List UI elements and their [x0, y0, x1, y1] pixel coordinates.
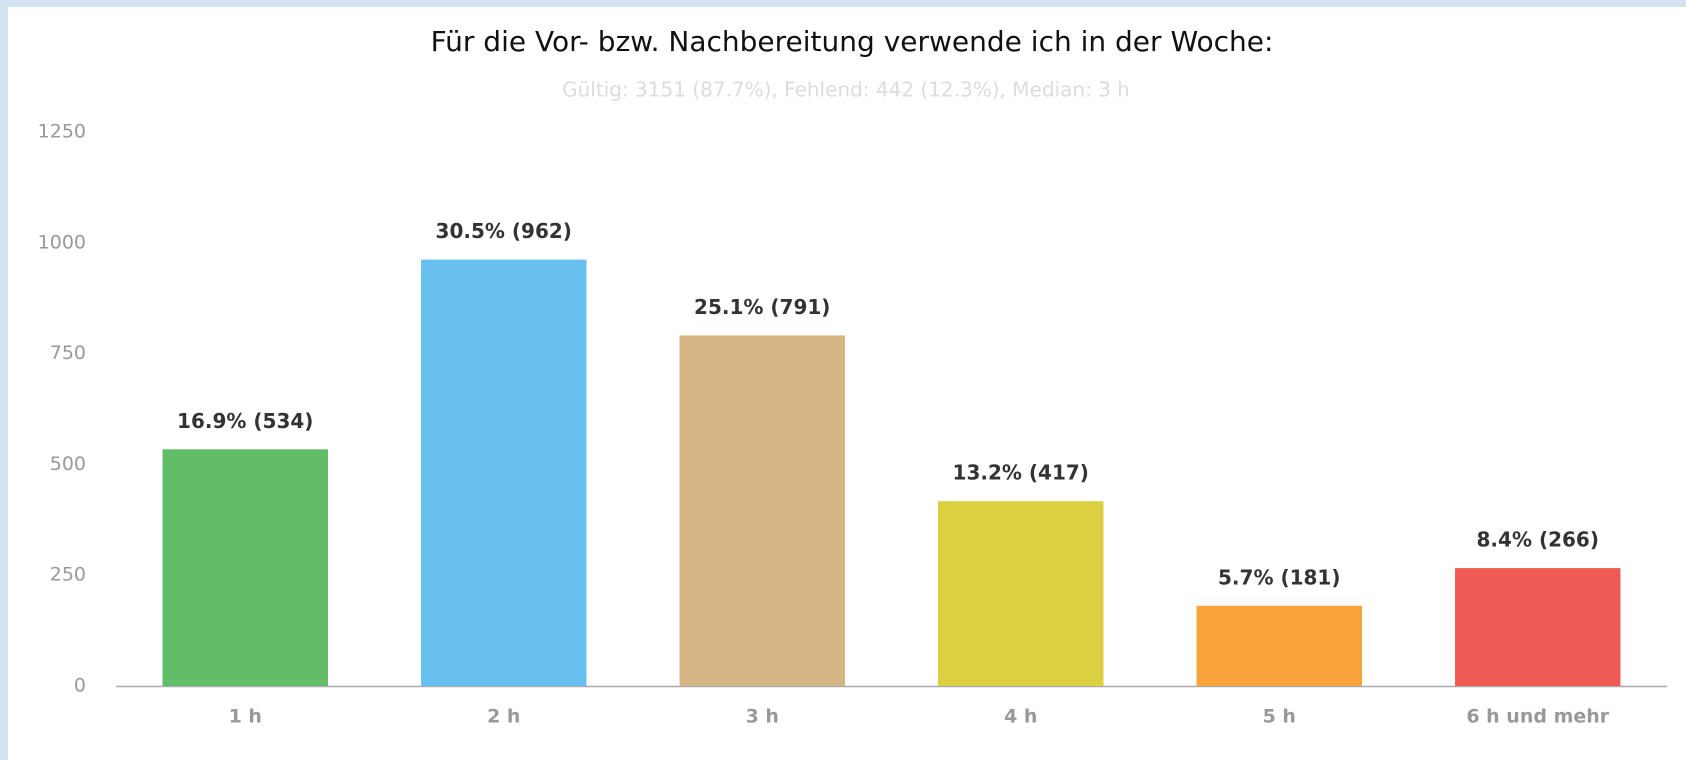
y-tick-label: 750	[50, 342, 86, 364]
x-tick-label: 4 h	[1004, 706, 1037, 728]
data-label: 25.1% (791)	[694, 295, 830, 319]
data-label: 30.5% (962)	[436, 219, 572, 243]
bar	[1196, 605, 1362, 686]
bar	[1455, 568, 1621, 686]
data-label: 5.7% (181)	[1218, 565, 1340, 589]
y-tick-label: 1000	[38, 231, 86, 253]
chart-title: Für die Vor- bzw. Nachbereitung verwende…	[431, 25, 1274, 58]
x-tick-label: 5 h	[1263, 706, 1296, 728]
data-label: 8.4% (266)	[1477, 528, 1599, 552]
x-tick-label: 6 h und mehr	[1466, 706, 1609, 728]
y-tick-label: 1250	[38, 121, 86, 143]
y-tick-label: 0	[74, 675, 86, 697]
data-label: 16.9% (534)	[177, 409, 313, 433]
x-tick-label: 3 h	[746, 706, 779, 728]
x-tick-label: 2 h	[487, 706, 520, 728]
y-tick-label: 500	[50, 453, 86, 475]
bar	[421, 259, 587, 686]
bar	[938, 501, 1104, 686]
chart-subtitle: Gültig: 3151 (87.7%), Fehlend: 442 (12.3…	[562, 78, 1130, 102]
bar	[679, 335, 845, 686]
data-label: 13.2% (417)	[953, 461, 1089, 485]
bar	[162, 449, 328, 686]
y-tick-label: 250	[50, 564, 86, 586]
x-tick-label: 1 h	[229, 706, 262, 728]
